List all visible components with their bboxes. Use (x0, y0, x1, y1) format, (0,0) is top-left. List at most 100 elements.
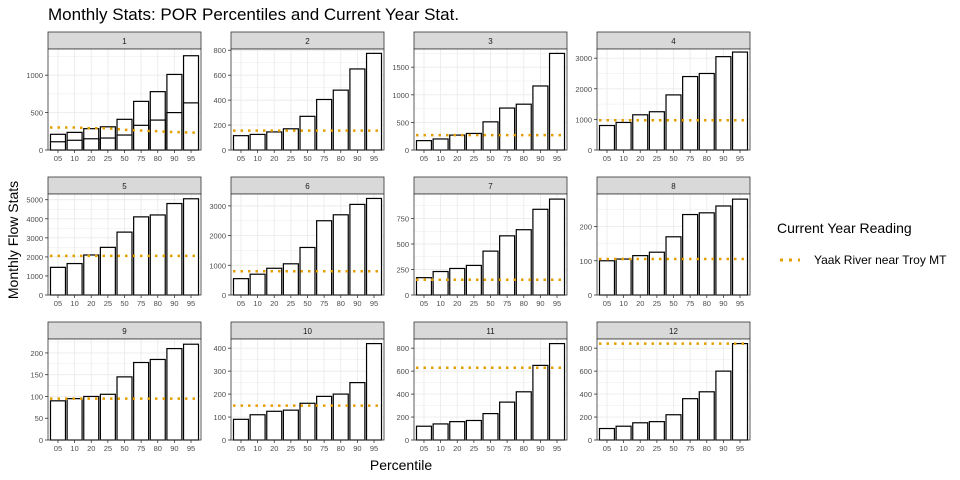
x-tick-label: 90 (170, 154, 178, 163)
x-tick-label: 50 (303, 299, 311, 308)
x-tick-label: 90 (719, 444, 727, 453)
x-tick-label: 25 (287, 299, 295, 308)
chart-title: Monthly Stats: POR Percentiles and Curre… (48, 5, 459, 24)
bar (698, 72, 715, 151)
y-tick-label: 3000 (575, 54, 592, 63)
x-tick-label: 80 (337, 299, 345, 308)
bar (731, 198, 749, 296)
panel-strip-label: 1 (122, 37, 127, 46)
bar (499, 235, 516, 296)
x-tick-label: 50 (669, 299, 677, 308)
x-tick-label: 90 (536, 444, 544, 453)
bar (133, 361, 150, 441)
bar (349, 68, 366, 151)
bar (266, 131, 283, 151)
bar (532, 85, 549, 151)
y-tick-label: 2000 (26, 253, 43, 262)
bar (316, 220, 333, 296)
bar (232, 278, 250, 296)
x-tick-label: 75 (320, 299, 328, 308)
bar (49, 141, 67, 151)
bar (49, 400, 67, 441)
x-tick-label: 50 (303, 444, 311, 453)
bar (99, 246, 116, 296)
y-tick-label: 0 (39, 146, 43, 155)
x-tick-label: 05 (54, 154, 62, 163)
x-tick-label: 05 (603, 444, 611, 453)
bar (698, 391, 715, 441)
y-tick-label: 0 (222, 436, 226, 445)
y-tick-label: 600 (213, 71, 226, 80)
x-tick-label: 25 (104, 299, 112, 308)
bar (316, 395, 333, 441)
x-tick-label: 25 (470, 154, 478, 163)
y-tick-label: 0 (405, 291, 409, 300)
x-tick-label: 20 (453, 154, 461, 163)
bar (449, 134, 466, 151)
y-tick-label: 3000 (26, 234, 43, 243)
bar (415, 425, 433, 441)
x-tick-label: 75 (686, 154, 694, 163)
x-tick-label: 20 (270, 154, 278, 163)
x-tick-label: 80 (154, 299, 162, 308)
legend-entry-label: Yaak River near Troy MT (814, 253, 947, 267)
bar (682, 213, 699, 296)
bar (715, 205, 732, 296)
x-tick-label: 95 (370, 444, 378, 453)
x-tick-label: 80 (337, 154, 345, 163)
panel-strip-label: 6 (305, 182, 310, 191)
bar (515, 229, 532, 296)
bar (682, 398, 699, 441)
x-tick-label: 05 (237, 154, 245, 163)
x-tick-label: 80 (154, 154, 162, 163)
bar (182, 198, 200, 296)
bar (282, 128, 299, 151)
x-axis-label: Percentile (370, 457, 432, 473)
y-tick-label: 400 (213, 96, 226, 105)
x-tick-label: 10 (436, 154, 444, 163)
y-tick-label: 0 (405, 436, 409, 445)
x-tick-label: 90 (353, 444, 361, 453)
x-tick-label: 90 (719, 154, 727, 163)
x-tick-label: 25 (653, 444, 661, 453)
panel-strip-label: 10 (303, 327, 312, 336)
x-tick-label: 90 (170, 444, 178, 453)
x-tick-label: 80 (154, 444, 162, 453)
x-tick-label: 20 (636, 154, 644, 163)
x-tick-label: 10 (70, 154, 78, 163)
bar (365, 197, 383, 296)
x-tick-label: 80 (337, 444, 345, 453)
y-tick-label: 800 (213, 46, 226, 55)
x-tick-label: 05 (603, 154, 611, 163)
x-tick-label: 50 (303, 154, 311, 163)
y-tick-label: 250 (396, 265, 409, 274)
bar (449, 267, 466, 296)
x-tick-label: 75 (137, 154, 145, 163)
x-tick-label: 80 (703, 154, 711, 163)
x-tick-label: 80 (520, 154, 528, 163)
panel-strip-label: 8 (671, 182, 676, 191)
bar (499, 107, 516, 151)
x-tick-label: 75 (686, 299, 694, 308)
x-tick-label: 05 (237, 299, 245, 308)
x-tick-label: 80 (703, 299, 711, 308)
bar (515, 103, 532, 151)
x-tick-label: 75 (503, 444, 511, 453)
y-tick-label: 400 (579, 390, 592, 399)
x-tick-label: 75 (320, 444, 328, 453)
legend-title: Current Year Reading (777, 220, 912, 236)
x-tick-label: 75 (320, 154, 328, 163)
bar (365, 52, 383, 151)
x-tick-label: 10 (253, 154, 261, 163)
bar (615, 425, 632, 441)
bar (632, 422, 649, 441)
x-tick-label: 10 (70, 444, 78, 453)
y-tick-label: 800 (396, 344, 409, 353)
x-tick-label: 50 (120, 444, 128, 453)
panel-strip-label: 11 (486, 327, 495, 336)
bar (665, 414, 682, 441)
x-tick-label: 75 (686, 444, 694, 453)
bar (99, 137, 116, 151)
x-tick-label: 80 (520, 299, 528, 308)
panel-strip-label: 4 (671, 37, 676, 46)
